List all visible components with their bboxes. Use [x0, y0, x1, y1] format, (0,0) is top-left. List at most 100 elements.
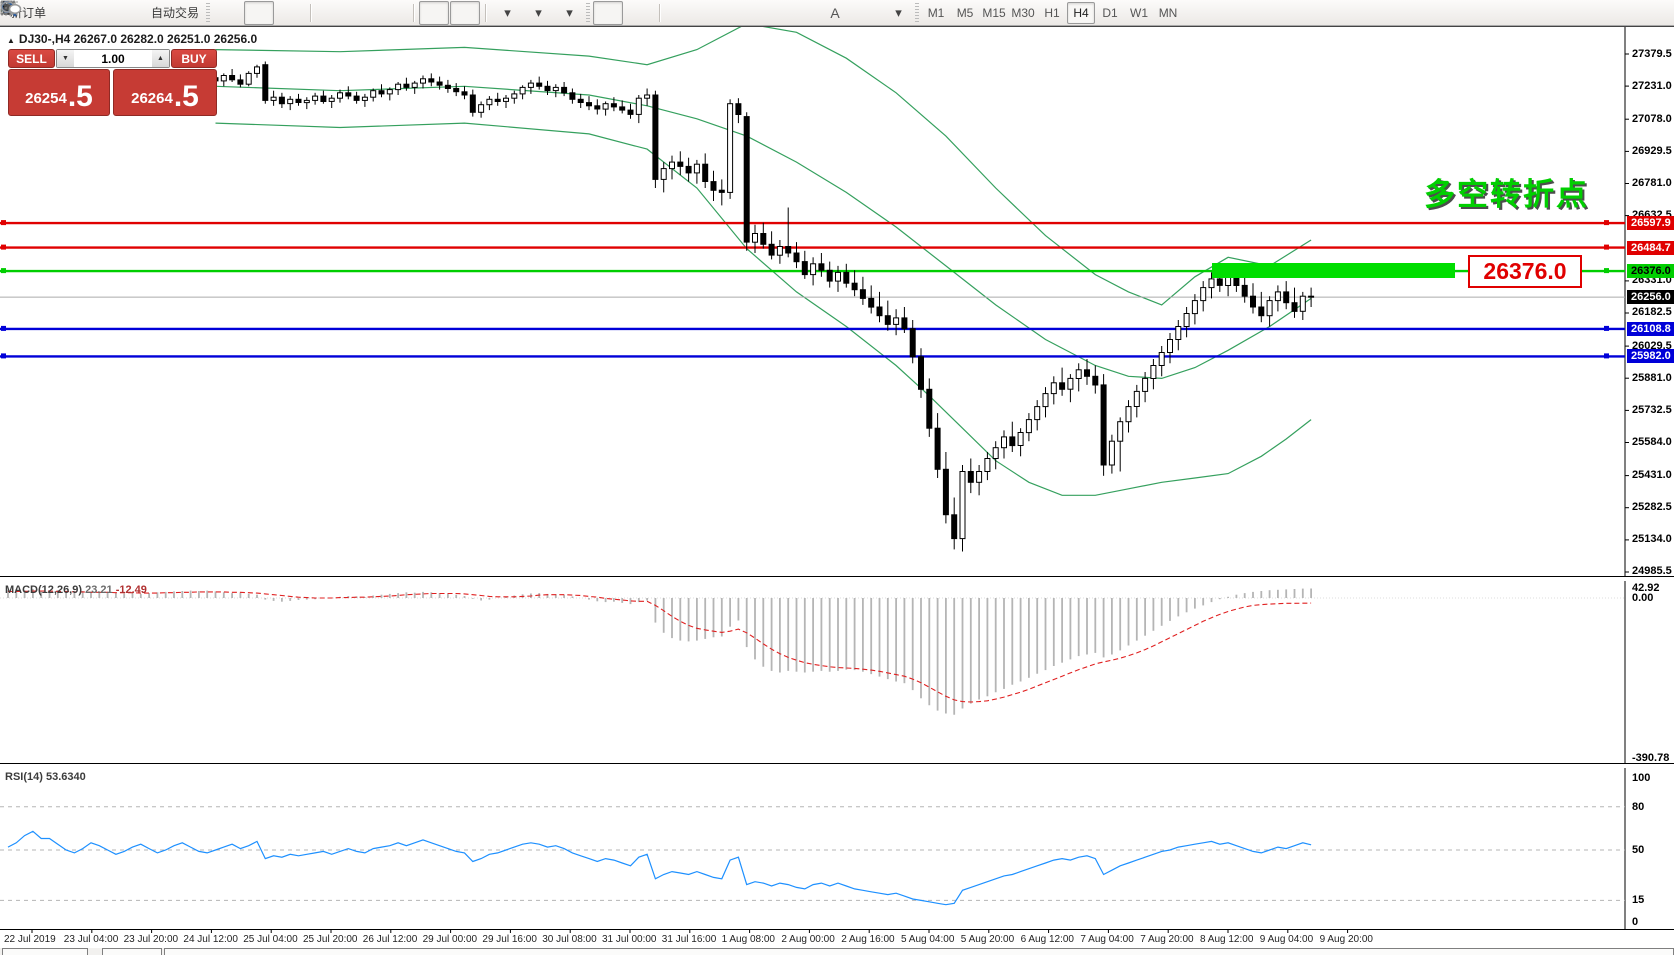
buy-price-main: 26264	[131, 90, 173, 107]
timeframe-h4[interactable]: H4	[1067, 1, 1096, 24]
time-axis-label: 7 Aug 04:00	[1080, 934, 1134, 945]
axis-tick-label: 27078.0	[1632, 113, 1672, 125]
buy-button[interactable]: BUY	[171, 49, 217, 68]
symbol-title: ▲ DJ30-,H4 26267.0 26282.0 26251.0 26256.…	[7, 32, 257, 46]
toolbar: 新订单 自动交易	[0, 0, 1674, 26]
sell-price-main: 26254	[25, 90, 67, 107]
sell-price-button[interactable]: 26254 .5	[8, 69, 110, 116]
toolbar-separator	[485, 3, 487, 22]
axis-tick-label: 42.92	[1632, 582, 1660, 594]
dropdown-arrow-icon: ▾	[535, 4, 542, 20]
time-axis-label: 31 Jul 00:00	[602, 934, 657, 945]
annotation-price-box[interactable]: 26376.0	[1468, 255, 1582, 288]
symbol-title-text: DJ30-,H4 26267.0 26282.0 26251.0 26256.0	[18, 32, 258, 46]
axis-tick-label: 100	[1632, 772, 1651, 784]
chart-tab[interactable]	[2, 948, 88, 955]
trendline-tool[interactable]	[1, 1, 757, 25]
time-axis-label: 31 Jul 16:00	[661, 934, 717, 945]
time-axis-label: 25 Jul 04:00	[243, 934, 298, 945]
line-chart-button[interactable]	[0, 1, 305, 25]
fibonacci-tool[interactable]: F	[1, 1, 819, 25]
text-tool[interactable]: A	[820, 1, 850, 25]
text-label-tool[interactable]: T	[0, 0, 881, 25]
buy-price-button[interactable]: 26264 .5	[113, 69, 217, 116]
one-click-trade-panel: SELL ▼ 1.00 ▲ BUY 26254 .5 26264 .5	[8, 49, 217, 116]
candlestick-chart-button[interactable]	[2, 0, 275, 25]
timeframe-w1[interactable]: W1	[1130, 5, 1149, 20]
auto-trading-label: 自动交易	[151, 6, 200, 20]
time-axis-label: 2 Aug 00:00	[781, 934, 835, 945]
bar-chart-button[interactable]	[2, 1, 243, 25]
chart-tab-strip	[0, 948, 1674, 955]
equidistant-channel-tool[interactable]: E	[0, 1, 788, 25]
highlight-rectangle[interactable]	[1212, 263, 1455, 278]
price-tag: 26108.8	[1627, 322, 1674, 336]
timeframe-m15[interactable]: M15	[982, 5, 1006, 20]
macd-label: MACD(12,26,9) 23.21 -12.49	[5, 584, 147, 596]
main-chart-panel[interactable]: 多空转折点 26376.0 27379.5 27231.0 27078.0 26929…	[0, 26, 1674, 577]
rsi-panel[interactable]: RSI(14) 53.6340 100 80 50 15 0	[0, 768, 1674, 929]
toolbar-grip[interactable]	[915, 2, 920, 23]
arrows-dropdown[interactable]: ▾	[2, 1, 912, 25]
collapse-arrow-icon[interactable]: ▲	[7, 36, 15, 45]
macd-panel[interactable]: MACD(12,26,9) 23.21 -12.49 42.92 0.00 -390…	[0, 581, 1674, 764]
horizontal-line-tool[interactable]	[1, 1, 726, 25]
axis-tick-label: 27231.0	[1632, 80, 1672, 92]
axis-tick-label: 27379.5	[1632, 48, 1672, 60]
axis-tick-label: 25431.0	[1632, 469, 1672, 481]
axis-tick-label: 15	[1632, 894, 1645, 906]
time-axis-label: 8 Aug 12:00	[1200, 934, 1254, 945]
sell-button[interactable]: SELL	[8, 49, 55, 68]
rsi-label: RSI(14) 53.6340	[5, 771, 86, 783]
time-axis[interactable]: 22 Jul 2019 23 Jul 04:00 23 Jul 20:00 24 Ju…	[0, 929, 1674, 949]
chart-tab[interactable]	[164, 948, 1674, 955]
timeframe-h1[interactable]: H1	[1044, 5, 1060, 20]
auto-scroll-button[interactable]	[1, 0, 450, 25]
dropdown-arrow-icon: ▾	[566, 4, 573, 20]
axis-tick-label: 0.00	[1632, 592, 1654, 604]
history-center-button[interactable]	[0, 1, 81, 25]
cursor-tool-button[interactable]	[3, 0, 624, 25]
volume-decrease-button[interactable]: ▼	[57, 50, 74, 67]
time-axis-label: 26 Jul 12:00	[362, 934, 418, 945]
signals-button[interactable]	[1, 1, 143, 25]
macd-value-main: 23.21	[85, 584, 113, 596]
timeframe-m30[interactable]: M30	[1011, 5, 1035, 20]
macd-chart[interactable]	[0, 581, 1674, 763]
periods-dropdown[interactable]: ▾	[1, 1, 552, 25]
rsi-chart[interactable]	[0, 768, 1674, 929]
toolbar-grip[interactable]	[206, 2, 211, 23]
price-tag: 26484.7	[1627, 241, 1674, 255]
timeframe-d1[interactable]: D1	[1102, 5, 1118, 20]
time-axis-label: 7 Aug 20:00	[1140, 934, 1194, 945]
volume-increase-button[interactable]: ▲	[152, 50, 169, 67]
volume-value[interactable]: 1.00	[101, 51, 125, 66]
time-axis-label: 5 Aug 20:00	[960, 934, 1015, 945]
chart-tab[interactable]	[102, 948, 162, 955]
timeframe-m1[interactable]: M1	[927, 5, 945, 20]
axis-tick-label: 25584.0	[1632, 436, 1672, 448]
rsi-value: 53.6340	[45, 771, 86, 783]
crosshair-tool-button[interactable]	[1, 1, 654, 25]
sell-price-fraction: .5	[67, 80, 93, 113]
zoom-in-button[interactable]	[1, 1, 346, 25]
chart-shift-button[interactable]	[2, 0, 481, 25]
templates-dropdown[interactable]: ▾	[0, 1, 583, 25]
vertical-line-tool[interactable]	[4, 1, 695, 25]
profiles-button[interactable]	[1, 1, 112, 25]
annotation-text[interactable]: 多空转折点	[1424, 177, 1589, 212]
toolbar-grip[interactable]	[586, 2, 591, 23]
axis-tick-label: 25282.5	[1632, 501, 1672, 513]
buy-price-fraction: .5	[173, 80, 199, 113]
time-axis-label: 6 Aug 12:00	[1020, 934, 1074, 945]
auto-trading-button[interactable]: 自动交易	[1, 1, 203, 25]
zoom-out-button[interactable]	[1, 1, 377, 25]
axis-tick-label: -390.78	[1632, 752, 1670, 764]
new-chart-dropdown[interactable]: ▾	[1, 1, 521, 25]
tile-windows-button[interactable]	[1, 1, 408, 25]
timeframe-mn[interactable]: MN	[1158, 5, 1178, 20]
candlestick-chart[interactable]	[0, 27, 1674, 577]
timeframe-m5[interactable]: M5	[956, 5, 974, 20]
dropdown-arrow-icon: ▾	[504, 4, 511, 20]
